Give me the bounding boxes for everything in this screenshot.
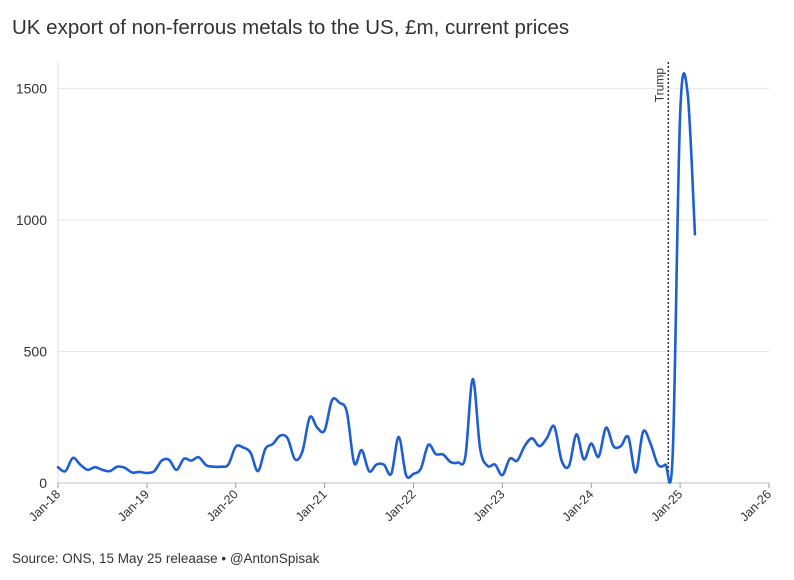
y-tick-label: 0 — [39, 475, 47, 491]
x-tick-label: Jan-25 — [648, 487, 685, 524]
x-tick-labels: Jan-18 Jan-19 Jan-20 Jan-21 Jan-22 Jan-23 Jan-… — [26, 483, 774, 524]
series-line — [56, 72, 697, 484]
x-tick-label: Jan-23 — [471, 487, 508, 524]
source-note: Source: ONS, 15 May 25 releaase • @Anton… — [12, 551, 320, 566]
annotation-group: Trump — [652, 62, 670, 483]
x-tick-label: Jan-26 — [737, 487, 774, 524]
chart-title: UK export of non-ferrous metals to the U… — [12, 16, 570, 39]
y-tick-label: 500 — [24, 343, 48, 359]
y-tick-label: 1500 — [16, 80, 47, 96]
x-tick-label: Jan-24 — [559, 487, 596, 524]
x-tick-label: Jan-20 — [204, 487, 241, 524]
x-tick-label: Jan-18 — [26, 487, 63, 524]
x-tick-label: Jan-22 — [382, 487, 419, 524]
annotation-label: Trump — [652, 68, 666, 103]
y-tick-labels: 0 500 1000 1500 — [16, 80, 47, 491]
y-tick-label: 1000 — [16, 212, 47, 228]
x-tick-label: Jan-21 — [293, 487, 330, 524]
gridlines — [58, 87, 769, 352]
x-tick-label: Jan-19 — [115, 487, 152, 524]
